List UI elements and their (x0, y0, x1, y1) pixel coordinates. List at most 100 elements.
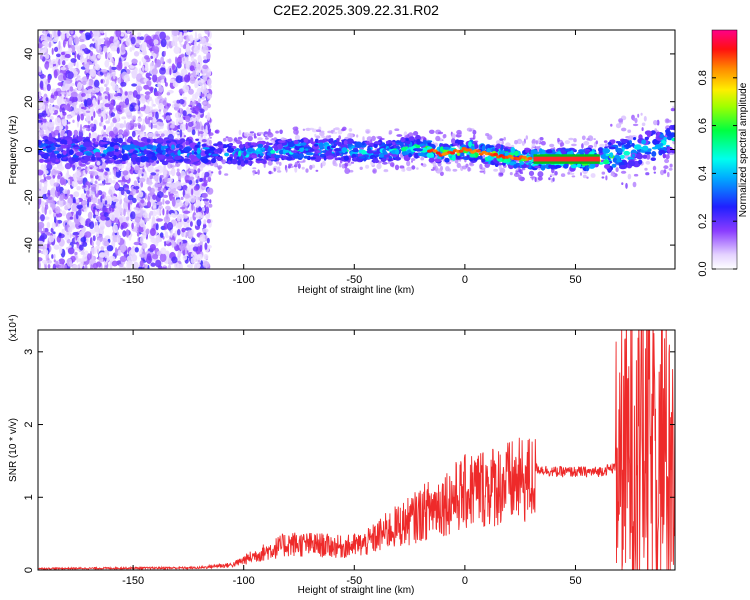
spectrogram-cell (134, 215, 142, 223)
spectrogram-cell (51, 130, 54, 133)
spectrogram-cell (98, 252, 106, 258)
spectrogram-cell (537, 176, 543, 181)
spectrogram-cell (74, 216, 80, 225)
spectrogram-cell (100, 69, 108, 73)
spectrogram-cell (54, 216, 57, 224)
spectrogram-cell (176, 186, 182, 190)
spectrogram-cell (636, 153, 643, 160)
spectrogram-cell (69, 149, 74, 156)
spectrogram-cell (442, 146, 451, 150)
spectrogram-cell (193, 185, 200, 191)
spectrogram-cell (598, 147, 604, 153)
spectrogram-cell (175, 56, 178, 65)
spectrogram-cell (83, 88, 88, 95)
spectrogram-cell (87, 197, 92, 203)
spectrogram-cell (72, 231, 80, 236)
spectrogram-cell (60, 34, 65, 39)
spectrogram-cell (155, 137, 164, 143)
spectrogram-cell (549, 173, 556, 177)
spectrogram-cell (641, 127, 644, 132)
spectrogram-cell (642, 145, 649, 151)
spectrogram-cell (111, 58, 114, 63)
spectrogram-cell (646, 153, 651, 160)
spectrogram-cell (110, 112, 116, 117)
spectrogram-cell (98, 92, 102, 97)
spectrogram-cell (80, 251, 86, 255)
spectrogram-cell (122, 230, 127, 238)
spectrogram-cell (68, 36, 72, 46)
spectrogram-cell (112, 234, 119, 243)
spectrogram-cell (366, 130, 370, 134)
spectrogram-cell (588, 165, 594, 169)
spectrogram-cell (406, 166, 412, 172)
spectrogram-cell (385, 140, 389, 145)
spectrogram-cell (61, 228, 65, 235)
spectrogram-cell (38, 71, 42, 76)
spectrogram-cell (103, 45, 108, 53)
spectrogram-cell (67, 71, 74, 80)
spectrogram-cell (171, 183, 178, 188)
spectrogram-cell (98, 165, 102, 170)
spectrogram-cell (87, 211, 93, 220)
spectrogram-cell (101, 94, 106, 103)
spectrogram-cell (74, 146, 81, 150)
spectrogram-cell (442, 134, 447, 139)
spectrogram-cell (317, 139, 326, 144)
spectrogram-cell (81, 84, 84, 92)
spectrogram-cell (154, 64, 158, 69)
spectrogram-cell (132, 115, 136, 120)
y-tick-label: 20 (23, 96, 35, 108)
spectrogram-cell (314, 133, 317, 137)
spectrogram-cell (164, 176, 169, 183)
spectrogram-cell (152, 194, 157, 200)
spectrogram-cell (69, 68, 77, 72)
chart-title: C2E2.2025.309.22.31.R02 (273, 2, 439, 18)
spectrogram-cell (53, 244, 60, 250)
spectrogram-cell (195, 138, 200, 141)
spectrogram-cell (94, 221, 97, 226)
spectrogram-cell (156, 218, 163, 222)
spectrogram-cell (238, 150, 242, 157)
spectrogram-cell (149, 175, 153, 180)
spectrogram-cell (142, 168, 145, 172)
spectrogram-cell (79, 38, 85, 43)
spectrogram-cell (199, 234, 207, 242)
spectrogram-cell (158, 265, 163, 269)
spectrogram-band-core (533, 156, 600, 162)
spectrogram-cell (243, 132, 250, 137)
spectrogram-cell (469, 153, 476, 158)
spectrogram-cell (205, 201, 210, 206)
spectrogram-cell (83, 47, 89, 55)
spectrogram-cell (139, 61, 142, 66)
spectrogram-cell (209, 199, 212, 204)
spectrogram-cell (61, 107, 65, 114)
spectrogram-cell (70, 91, 78, 98)
spectrogram-cell (420, 163, 424, 166)
spectrogram-cell (411, 158, 416, 161)
spectrogram-cell (552, 177, 555, 182)
spectrogram-cell (439, 143, 444, 148)
spectrogram-cell (243, 159, 249, 164)
spectrogram-cell (305, 168, 309, 173)
spectrogram-cell (99, 122, 102, 127)
spectrogram-core-cell (435, 151, 441, 155)
spectrogram-cell (617, 147, 623, 154)
spectrogram-cell (302, 128, 306, 131)
spectrogram-cell (610, 123, 613, 127)
spectrogram-cell (155, 111, 159, 120)
spectrogram-cell (539, 148, 543, 154)
spectrogram-cell (650, 130, 656, 135)
spectrogram-cell (52, 175, 56, 179)
spectrogram-cell (426, 152, 435, 158)
spectrogram-cell (521, 140, 525, 146)
spectrogram-cell (126, 30, 131, 35)
spectrogram-cell (334, 127, 340, 131)
spectrogram-cell (150, 172, 157, 176)
spectrogram-cell (98, 183, 105, 186)
spectrogram-cell (479, 170, 485, 173)
spectrogram-cell (47, 196, 53, 201)
spectrogram-cell (57, 82, 64, 87)
spectrogram-cell (354, 141, 363, 148)
spectrogram-cell (158, 205, 164, 210)
